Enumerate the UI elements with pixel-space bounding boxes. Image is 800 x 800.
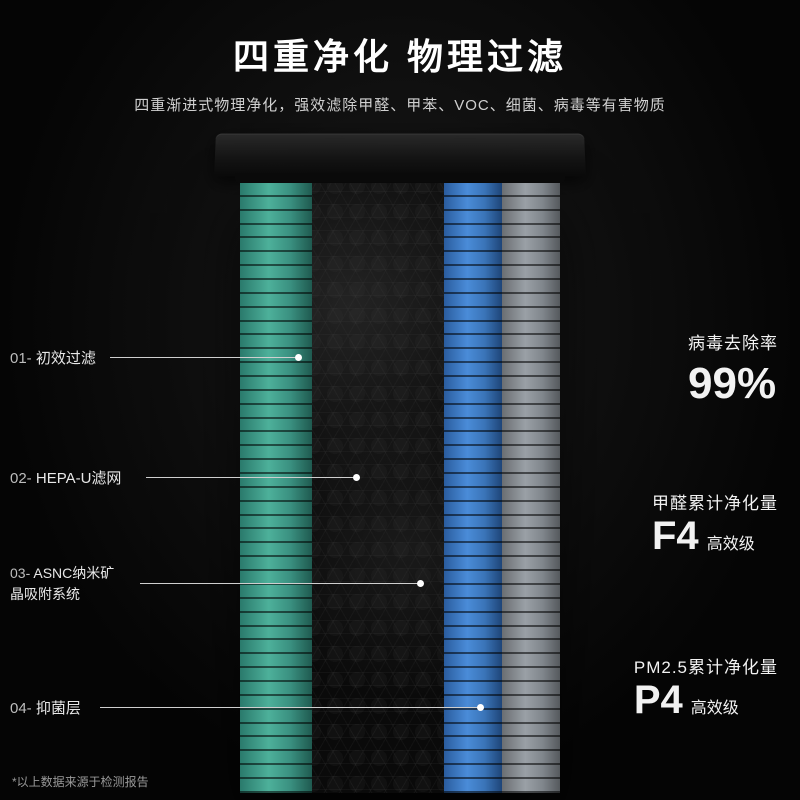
filter-layer-blue bbox=[444, 183, 502, 793]
filter-layer-carbon bbox=[312, 183, 444, 793]
filter-layer-gray bbox=[502, 183, 560, 793]
page-subtitle: 四重渐进式物理净化，强效滤除甲醛、甲苯、VOC、细菌、病毒等有害物质 bbox=[0, 94, 800, 115]
label-04: 04- 抑菌层 bbox=[10, 697, 81, 718]
label-02: 02- HEPA-U滤网 bbox=[10, 467, 121, 488]
filter-stack bbox=[240, 183, 560, 793]
stat-pm25: PM2.5累计净化量 P4高效级 bbox=[634, 653, 778, 723]
product-stage: 01- 初效过滤 02- HEPA-U滤网 03- ASNC纳米矿晶吸附系统 0… bbox=[0, 133, 800, 793]
filter-layer-green bbox=[240, 183, 312, 793]
leader-02 bbox=[146, 477, 356, 478]
filter-cap-lip bbox=[235, 173, 565, 183]
footnote: *以上数据来源于检测报告 bbox=[12, 773, 149, 790]
stat-hcho: 甲醛累计净化量 F4高效级 bbox=[652, 489, 778, 559]
filter-cap bbox=[214, 134, 586, 177]
page-title: 四重净化 物理过滤 bbox=[0, 28, 800, 80]
label-03: 03- ASNC纳米矿晶吸附系统 bbox=[10, 563, 114, 605]
label-01: 01- 初效过滤 bbox=[10, 347, 96, 368]
stat-virus: 病毒去除率 99% bbox=[688, 329, 778, 408]
leader-03 bbox=[140, 583, 420, 584]
leader-04 bbox=[100, 707, 480, 708]
leader-01 bbox=[110, 357, 298, 358]
